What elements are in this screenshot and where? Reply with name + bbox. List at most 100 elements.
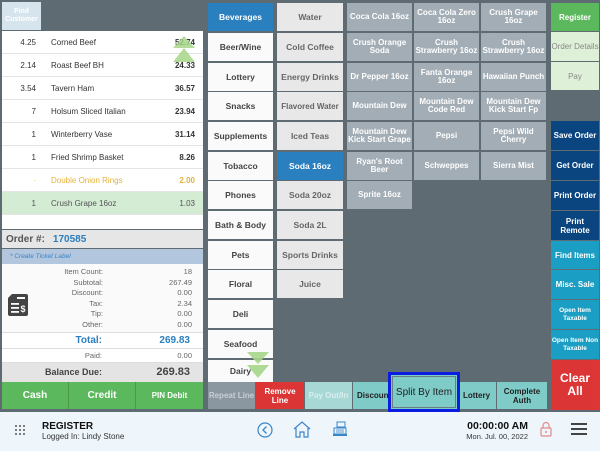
find-customer-button[interactable]: Find Customer <box>2 2 41 30</box>
register-tab[interactable]: Register <box>551 3 599 31</box>
item-price: 8.26 <box>179 152 195 162</box>
product-button[interactable]: Coca Cola Zero 16oz <box>414 3 479 31</box>
product-button[interactable]: Crush Strawberry 16oz <box>481 33 546 61</box>
open-item-non-taxable-button[interactable]: Open Item Non Taxable <box>551 330 599 359</box>
product-button[interactable]: Fanta Orange 16oz <box>414 63 479 91</box>
category-beverages[interactable]: Beverages <box>208 3 273 31</box>
product-button[interactable]: Schweppes <box>414 152 479 180</box>
subcategory-juice[interactable]: Juice <box>277 270 343 298</box>
category-tobacco[interactable]: Tobacco <box>208 152 273 180</box>
lock-icon[interactable] <box>540 421 552 437</box>
product-button[interactable]: Sprite 16oz <box>347 181 412 209</box>
home-icon[interactable] <box>293 421 311 438</box>
product-button[interactable]: Ryan's Root Beer <box>347 152 412 180</box>
product-button[interactable]: Hawaiian Punch <box>481 63 546 91</box>
category-deli[interactable]: Deli <box>208 300 273 328</box>
summary-label: Tax: <box>89 298 103 308</box>
item-price: 23.94 <box>174 106 195 116</box>
subcategory-iced-teas[interactable]: Iced Teas <box>277 122 343 150</box>
summary-label: Tip: <box>90 309 103 318</box>
subcategory-soda-20oz[interactable]: Soda 20oz <box>277 181 343 209</box>
hamburger-menu-icon[interactable] <box>571 423 587 435</box>
order-details-tab[interactable]: Order Details <box>551 32 599 61</box>
apps-grid-icon[interactable] <box>14 424 26 436</box>
summary-value: 0.00 <box>177 319 192 329</box>
product-button[interactable]: Sierra Mist <box>481 152 546 180</box>
print-order-button[interactable]: Print Order <box>551 181 599 210</box>
product-button[interactable]: Mountain Dew Kick Start Fp <box>481 92 546 120</box>
subcategory-energy-drinks[interactable]: Energy Drinks <box>277 63 343 91</box>
ticket-row[interactable]: 2.14 Roast Beef BH 24.33 <box>2 54 203 77</box>
subcategory-cold-coffee[interactable]: Cold Coffee <box>277 33 343 61</box>
repeat-line-button[interactable]: Repeat Line <box>208 382 255 409</box>
credit-button[interactable]: Credit <box>69 382 136 409</box>
product-button[interactable]: Crush Grape 16oz <box>481 3 546 31</box>
discount-button[interactable]: Discount <box>353 382 389 409</box>
category-snacks[interactable]: Snacks <box>208 92 273 120</box>
category-floral[interactable]: Floral <box>208 270 273 298</box>
product-button[interactable]: Dr Pepper 16oz <box>347 63 412 91</box>
product-button[interactable]: Mountain Dew Kick Start Grape <box>347 122 412 150</box>
lottery-button[interactable]: Lottery <box>457 382 496 409</box>
product-button[interactable]: Pepsi <box>414 122 479 150</box>
category-phones[interactable]: Phones <box>208 181 273 209</box>
scroll-down-icon[interactable] <box>247 352 269 378</box>
ticket-row[interactable]: 7 Holsum Sliced Italian 23.94 <box>2 100 203 123</box>
save-order-button[interactable]: Save Order <box>551 121 599 150</box>
category-lottery[interactable]: Lottery <box>208 63 273 91</box>
cash-button[interactable]: Cash <box>2 382 69 409</box>
item-qty: 3.54 <box>20 83 36 93</box>
open-item-taxable-button[interactable]: Open Item Taxable <box>551 300 599 329</box>
subcategory-sports-drinks[interactable]: Sports Drinks <box>277 241 343 269</box>
ticket-row-selected[interactable]: 1 Crush Grape 16oz 1.03 <box>2 192 203 215</box>
remove-line-button[interactable]: Remove Line <box>256 382 304 409</box>
subcategory-soda-2l[interactable]: Soda 2L <box>277 211 343 239</box>
item-qty: 1 <box>31 129 36 139</box>
screen-title: REGISTER <box>42 421 94 432</box>
product-button[interactable]: Crush Orange Soda <box>347 33 412 61</box>
product-button[interactable]: Coca Cola 16oz <box>347 3 412 31</box>
pin-debit-button[interactable]: PIN Debit <box>136 382 203 409</box>
ticket-row-modifier[interactable]: · Double Onion Rings 2.00 <box>2 169 203 192</box>
balance-value: 269.83 <box>156 366 190 378</box>
logged-in-user: Logged In: Lindy Stone <box>42 432 125 441</box>
product-button[interactable]: Pepsi Wild Cherry <box>481 122 546 150</box>
category-supplements[interactable]: Supplements <box>208 122 273 150</box>
item-qty: 4.25 <box>20 37 36 47</box>
category-beer-wine[interactable]: Beer/Wine <box>208 33 273 61</box>
find-items-button[interactable]: Find Items <box>551 241 599 269</box>
subcategory-flavored-water[interactable]: Flavored Water <box>277 92 343 120</box>
get-order-button[interactable]: Get Order <box>551 151 599 180</box>
subcategory-water[interactable]: Water <box>277 3 343 31</box>
summary-value: 0.00 <box>177 288 192 297</box>
summary-value: 2.34 <box>177 298 192 308</box>
svg-text:$: $ <box>21 304 26 314</box>
item-description: Winterberry Vase <box>51 129 113 139</box>
complete-auth-button[interactable]: Complete Auth <box>497 382 547 409</box>
ticket-item-list[interactable]: 4.25 Corned Beef 52.74 2.14 Roast Beef B… <box>2 31 203 229</box>
back-icon[interactable] <box>257 422 273 438</box>
summary-value: 0.00 <box>177 309 192 318</box>
split-by-item-button[interactable]: Split By Item <box>392 376 456 408</box>
summary-subtotal: Subtotal: 267.49 <box>2 278 203 288</box>
subcategory-soda-16oz[interactable]: Soda 16oz <box>277 152 343 180</box>
item-qty: · <box>33 175 36 185</box>
item-qty: 1 <box>31 198 36 208</box>
misc-sale-button[interactable]: Misc. Sale <box>551 270 599 299</box>
ticket-row[interactable]: 1 Winterberry Vase 31.14 <box>2 123 203 146</box>
pay-tab[interactable]: Pay <box>551 62 599 90</box>
scroll-up-icon[interactable] <box>173 36 195 66</box>
print-remote-button[interactable]: Print Remote <box>551 211 599 240</box>
category-pets[interactable]: Pets <box>208 241 273 269</box>
pay-out-in-button[interactable]: Pay Out/In <box>305 382 352 409</box>
clear-all-button[interactable]: Clear All <box>551 360 599 410</box>
create-ticket-label-link[interactable]: * Create Ticket Label <box>2 249 203 264</box>
cash-register-icon[interactable] <box>332 421 348 437</box>
category-bath-body[interactable]: Bath & Body <box>208 211 273 239</box>
product-button[interactable]: Crush Strawberry 16oz <box>414 33 479 61</box>
item-qty: 2.14 <box>20 60 36 70</box>
ticket-row[interactable]: 1 Fried Shrimp Basket 8.26 <box>2 146 203 169</box>
product-button[interactable]: Mountain Dew <box>347 92 412 120</box>
product-button[interactable]: Mountain Dew Code Red <box>414 92 479 120</box>
ticket-row[interactable]: 3.54 Tavern Ham 36.57 <box>2 77 203 100</box>
